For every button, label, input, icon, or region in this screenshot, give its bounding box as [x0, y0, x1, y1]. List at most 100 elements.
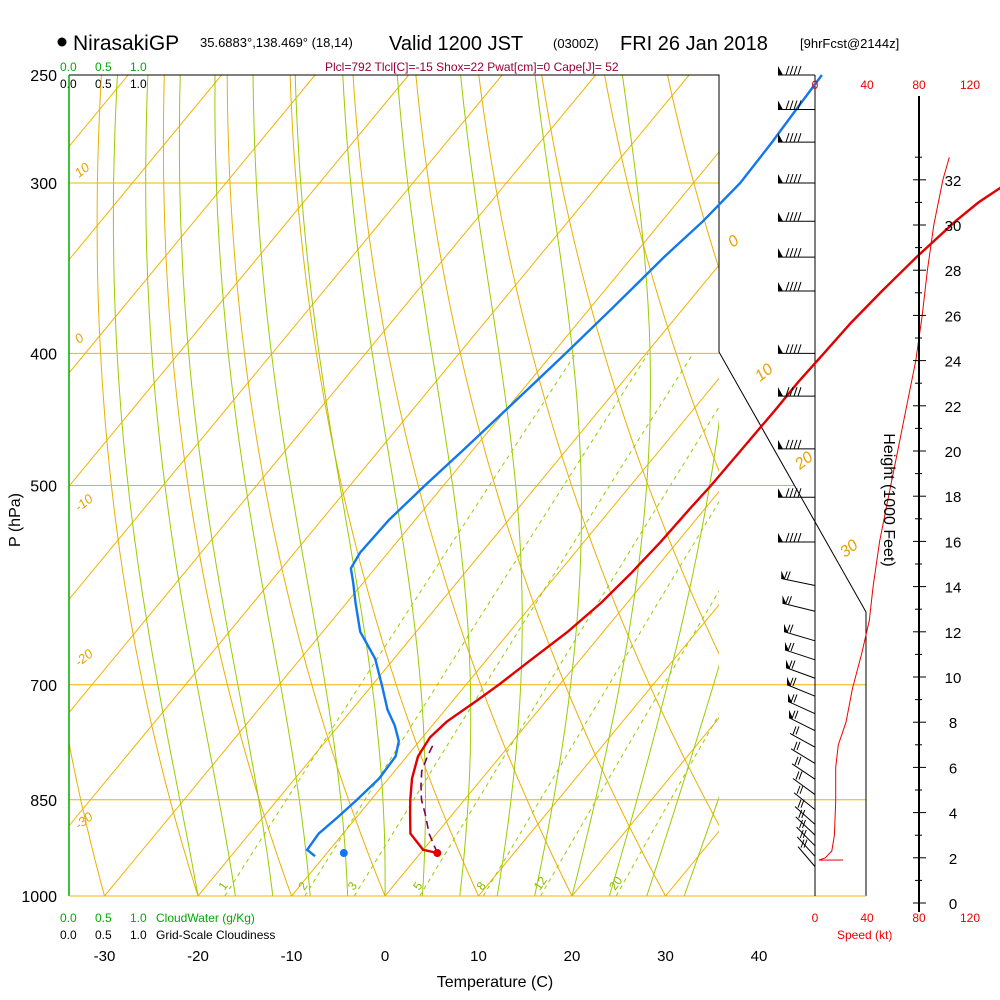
station-dot: [57, 37, 67, 47]
wind-barb-flag: [787, 642, 792, 652]
moist-adiabat-line: [396, 75, 472, 896]
pressure-tick-label: 400: [30, 346, 57, 363]
mixing-ratio-label: 20: [606, 874, 625, 893]
dry-adiabat-line: [478, 75, 719, 827]
wind-barb-pennant: [778, 488, 783, 498]
temperature-tick-label: 10: [470, 948, 487, 965]
wind-barb-flag: [785, 247, 790, 258]
wind-barb-flag: [793, 65, 798, 76]
dry-adiabat-line: [96, 75, 199, 896]
wind-barb-flag: [789, 677, 794, 686]
wind-barb-flag: [799, 829, 804, 839]
surface-temperature-marker: [433, 849, 442, 858]
wind-barb-staff: [790, 748, 816, 764]
wind-barb-pennant: [784, 623, 788, 633]
wind-barb-flag: [789, 439, 794, 450]
dry-adiabat-line: [226, 75, 386, 896]
cloudiness-tick-top: 1.0: [130, 77, 147, 91]
temperature-tick-label: 30: [657, 948, 674, 965]
isotherm-line: [478, 604, 719, 896]
moist-adiabat-line: [683, 795, 719, 896]
height-tick-label: 8: [949, 715, 957, 732]
wind-barb-flag: [795, 771, 800, 780]
wind-barb-flag: [789, 532, 794, 543]
mixing-ratio-line: [224, 353, 577, 896]
wind-barb-flag: [797, 439, 802, 450]
stability-indices: Plcl=792 Tlcl[C]=-15 Shox=22 Pwat[cm]=0 …: [325, 60, 619, 74]
mixing-ratio-line: [304, 353, 649, 896]
wind-barb-flag: [789, 247, 794, 258]
mixing-ratio-line: [482, 501, 719, 896]
wind-barb-flag: [790, 694, 795, 703]
dewpoint-line: [305, 74, 823, 858]
wind-barb-flag: [785, 344, 790, 354]
pressure-tick-label: 250: [30, 68, 57, 85]
wind-barb-flag: [794, 756, 799, 766]
cloud-scale-bottom: 0.0 0.5 1.0 CloudWater (g/Kg) 0.0 0.5 1.…: [60, 911, 275, 942]
wind-barb-flag: [788, 660, 793, 669]
wind-barb-flag: [793, 173, 798, 184]
pressure-tick-label: 700: [30, 678, 57, 695]
wind-barb-flag: [788, 596, 792, 605]
wind-speed-tick-bottom: 120: [960, 911, 980, 925]
isobars: [69, 74, 866, 897]
dry-adiabat-line: [289, 75, 479, 896]
isotherm-line: [853, 75, 1000, 896]
wind-barb-flag: [785, 596, 789, 605]
wind-barb-flag: [797, 132, 802, 143]
utc-time: (0300Z): [553, 36, 599, 51]
dry-adiabat-line: [352, 75, 573, 896]
wind-barb-staff: [788, 717, 816, 732]
wind-barb-flag: [783, 571, 788, 580]
mixing-ratio-label: 1: [216, 879, 231, 893]
pressure-tick-label: 300: [30, 176, 57, 193]
height-tick-label: 10: [945, 670, 962, 687]
wind-barb-flag: [786, 571, 791, 580]
wind-barb-staff: [784, 649, 816, 661]
mixing-ratio-labels: 1 2 3 5 8 12 20: [216, 874, 626, 893]
wind-barb-flag: [791, 710, 796, 719]
wind-barb-flag: [801, 809, 806, 819]
y-axis-label: P (hPa): [7, 493, 24, 547]
dry-adiabats: [69, 75, 1000, 896]
wind-barb-staff: [796, 826, 816, 847]
height-tick-label: 16: [945, 534, 962, 551]
plot-frame-right: [69, 74, 867, 896]
dry-adiabat-line: [415, 75, 666, 896]
temperature-axis: -30 -20 -10 0 10 20 30 40: [94, 948, 768, 965]
wind-speed-label: Speed (kt): [837, 928, 892, 942]
wind-barb-flag: [797, 532, 802, 543]
wind-barb-pennant: [787, 676, 791, 686]
cloud-water-tick-bottom: 0.0: [60, 911, 77, 925]
wind-barb-flag: [785, 100, 790, 110]
wind-barb-flag: [793, 100, 798, 110]
wind-barb-flag: [785, 532, 790, 543]
cloud-water-tick-top: 0.5: [95, 60, 112, 74]
cloud-water-tick-top: 1.0: [130, 60, 147, 74]
wind-barb-flag: [793, 741, 798, 751]
wind-barb-flag: [789, 132, 794, 143]
height-tick-label: 14: [945, 580, 962, 597]
dry-adiabat-line: [541, 75, 719, 655]
dry-adiabat-line: [919, 75, 1000, 896]
wind-barb-staff: [785, 667, 816, 679]
wind-barb-pennant: [778, 100, 783, 110]
wind-barb-flag: [793, 387, 798, 397]
wind-barb-flag: [798, 809, 803, 819]
dry-adiabat-label: 0: [725, 232, 743, 251]
wind-barb-staff: [783, 631, 816, 642]
wind-barb-flag: [789, 488, 794, 498]
wind-barb-flag: [797, 387, 802, 397]
wind-barb-pennant: [789, 709, 793, 719]
moist-adiabat-line: [112, 75, 199, 896]
wind-barb-flag: [799, 785, 804, 794]
dry-adiabat-line: [604, 75, 719, 473]
wind-barb-staff: [781, 577, 816, 586]
moist-adiabat-line: [178, 75, 274, 896]
cloudiness-tick-top: 0.5: [95, 77, 112, 91]
wind-barb-staff: [796, 836, 816, 857]
wind-barb-pennant: [778, 212, 783, 222]
height-tick-label: 32: [945, 173, 962, 190]
dry-adiabat-label: 10: [752, 361, 777, 385]
